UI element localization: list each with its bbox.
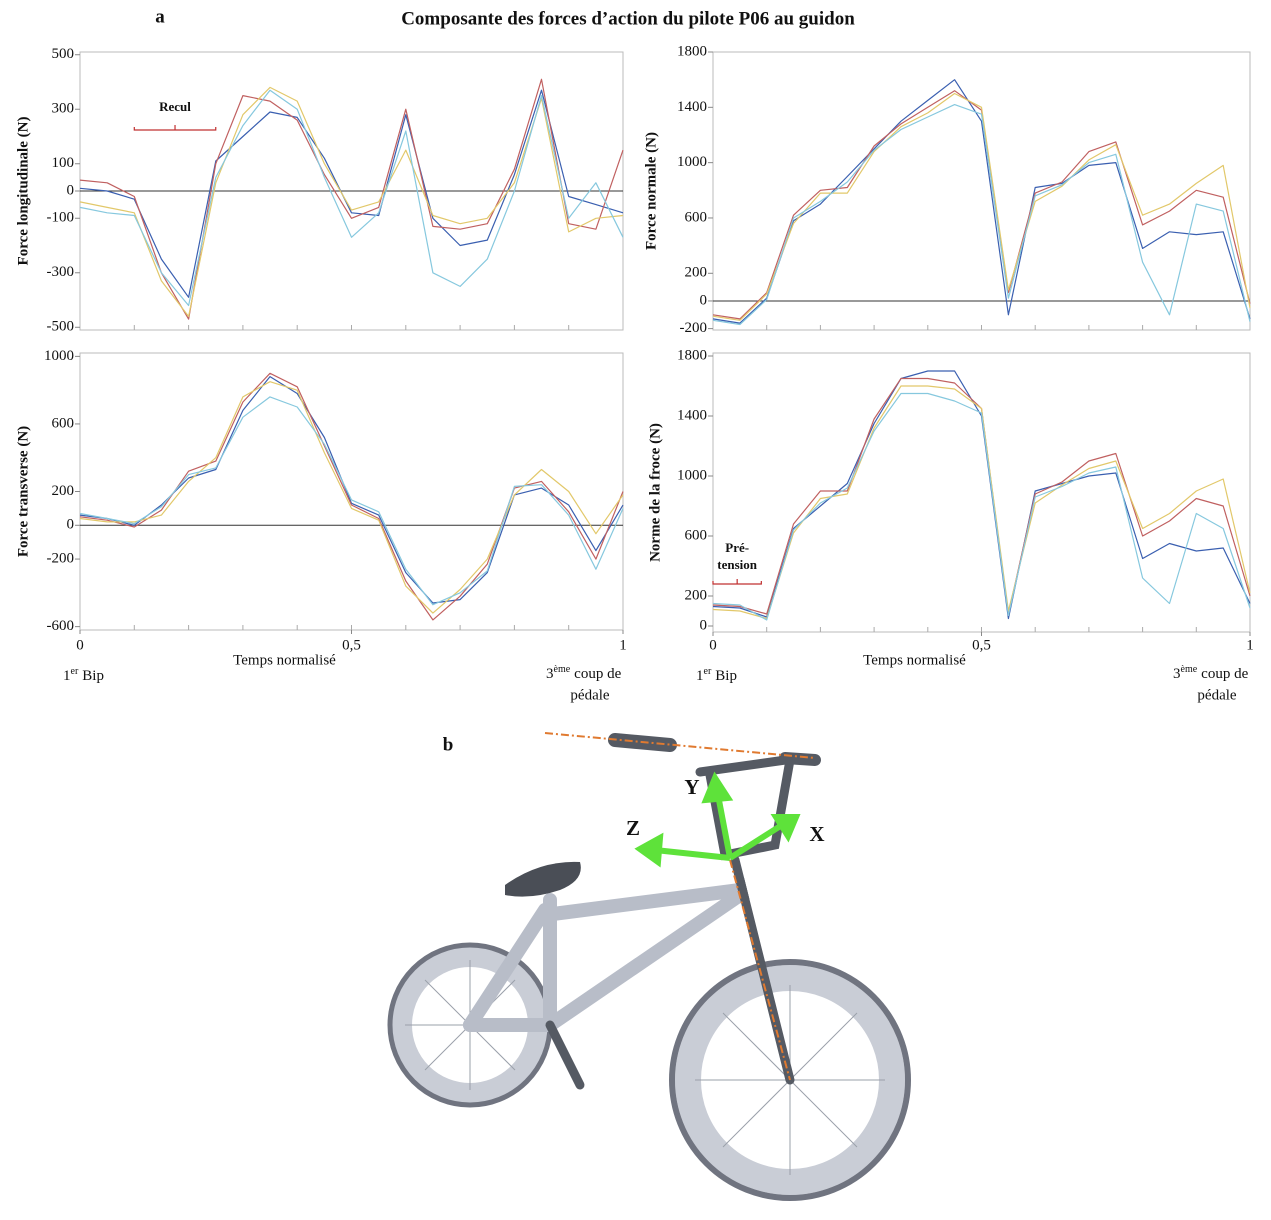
y-tick-label: 1800 [677, 347, 707, 363]
annotation-bracket [133, 125, 217, 131]
y-tick-label: 200 [685, 587, 708, 603]
series-line [712, 92, 1251, 321]
y-tick-label: -200 [680, 320, 708, 336]
y-tick-label: 600 [685, 527, 708, 543]
x-tick-label: 0,5 [972, 637, 991, 653]
y-tick-label: -200 [47, 550, 75, 566]
series-line [712, 104, 1251, 326]
x-tick-label: 1 [1246, 637, 1254, 653]
series-line [79, 372, 624, 621]
start-label-sup: er [704, 666, 712, 677]
y-axis-label: Norme de la froce (N) [647, 423, 663, 562]
steer-axis [729, 859, 791, 1081]
y-tick-label: 200 [685, 265, 708, 281]
plot-frame [712, 352, 1251, 633]
start-label: 1er Bip [696, 666, 737, 684]
y-tick-label: -500 [47, 319, 75, 335]
start-label-part: 1 [63, 668, 71, 684]
y-tick-label: 1400 [677, 99, 707, 115]
annotation-bracket [712, 579, 762, 585]
plot-frame [712, 51, 1251, 331]
saddle [505, 861, 581, 897]
front-tire [675, 965, 905, 1195]
series-line [712, 385, 1251, 620]
y-tick-label: 100 [52, 155, 75, 171]
x-tick-label: 0,5 [342, 637, 361, 653]
bar-axis [544, 732, 816, 759]
axis-x-label: X [809, 822, 824, 846]
y-axis-label: Force normale (N) [643, 132, 659, 250]
y-tick-label: 0 [67, 182, 75, 198]
y-tick-label: -300 [47, 264, 75, 280]
bike-illustration: b [387, 732, 911, 1201]
end-label-sup: ème [554, 664, 571, 675]
y-tick-label: 1000 [44, 348, 74, 364]
front-tire-tread [669, 959, 911, 1201]
axis-y-label: Y [684, 775, 699, 799]
start-label-part: Bip [715, 668, 737, 684]
series-line [79, 86, 624, 317]
series-line [712, 79, 1251, 324]
end-label-line: pédale [570, 687, 609, 703]
end-label-part: coup de [1201, 666, 1248, 682]
series-line [79, 376, 624, 604]
end-label-sup: ème [1181, 664, 1198, 675]
y-tick-label: 1000 [677, 467, 707, 483]
series-line [79, 78, 624, 320]
frame [463, 883, 747, 1032]
y-tick-label: 0 [700, 617, 708, 633]
end-label-part: 3 [1173, 666, 1181, 682]
end-label: 3ème coup de [1173, 664, 1249, 682]
y-tick-label: 0 [700, 292, 708, 308]
y-tick-label: 200 [52, 483, 75, 499]
y-axis-label: Force longitudinale (N) [15, 117, 31, 266]
y-tick-label: 500 [52, 46, 75, 62]
end-label-line: pédale [1197, 687, 1236, 703]
x-tick-label: 1 [619, 637, 627, 653]
y-tick-label: -600 [47, 618, 75, 634]
y-tick-label: 1000 [677, 154, 707, 170]
start-label: 1er Bip [63, 666, 104, 684]
series-line [79, 89, 624, 298]
series-line [79, 89, 624, 307]
panel-letter: a [155, 6, 165, 27]
end-label-part: 3 [546, 666, 554, 682]
axis-z-label: Z [626, 816, 640, 840]
start-label-sup: er [71, 666, 79, 677]
x-axis-label: Temps normalisé [233, 652, 336, 668]
x-tick-label: 0 [709, 637, 717, 653]
annotation-text: Pré- [725, 540, 749, 555]
end-label-part: coup de [574, 666, 621, 682]
plot-frame [79, 352, 624, 631]
annotation-text: tension [717, 557, 758, 572]
y-tick-label: 0 [67, 517, 75, 533]
series-line [712, 392, 1251, 621]
y-tick-label: 600 [52, 415, 75, 431]
axes-arrows [634, 771, 801, 868]
start-label-part: 1 [696, 668, 704, 684]
series-line [79, 381, 624, 614]
annotation-text: Recul [159, 99, 191, 114]
y-tick-label: 1400 [677, 407, 707, 423]
x-tick-label: 0 [76, 637, 84, 653]
figure-title: Composante des forces d’action du pilote… [401, 8, 855, 29]
y-axis-label: Force transverse (N) [15, 426, 31, 557]
y-tick-label: -100 [47, 210, 75, 226]
end-label: 3ème coup de [546, 664, 622, 682]
panel-letter: b [443, 734, 454, 755]
y-tick-label: 300 [52, 101, 75, 117]
start-label-part: Bip [82, 668, 104, 684]
y-tick-label: 1800 [677, 43, 707, 59]
series-line [79, 396, 624, 606]
x-axis-label: Temps normalisé [863, 652, 966, 668]
y-tick-label: 600 [685, 209, 708, 225]
